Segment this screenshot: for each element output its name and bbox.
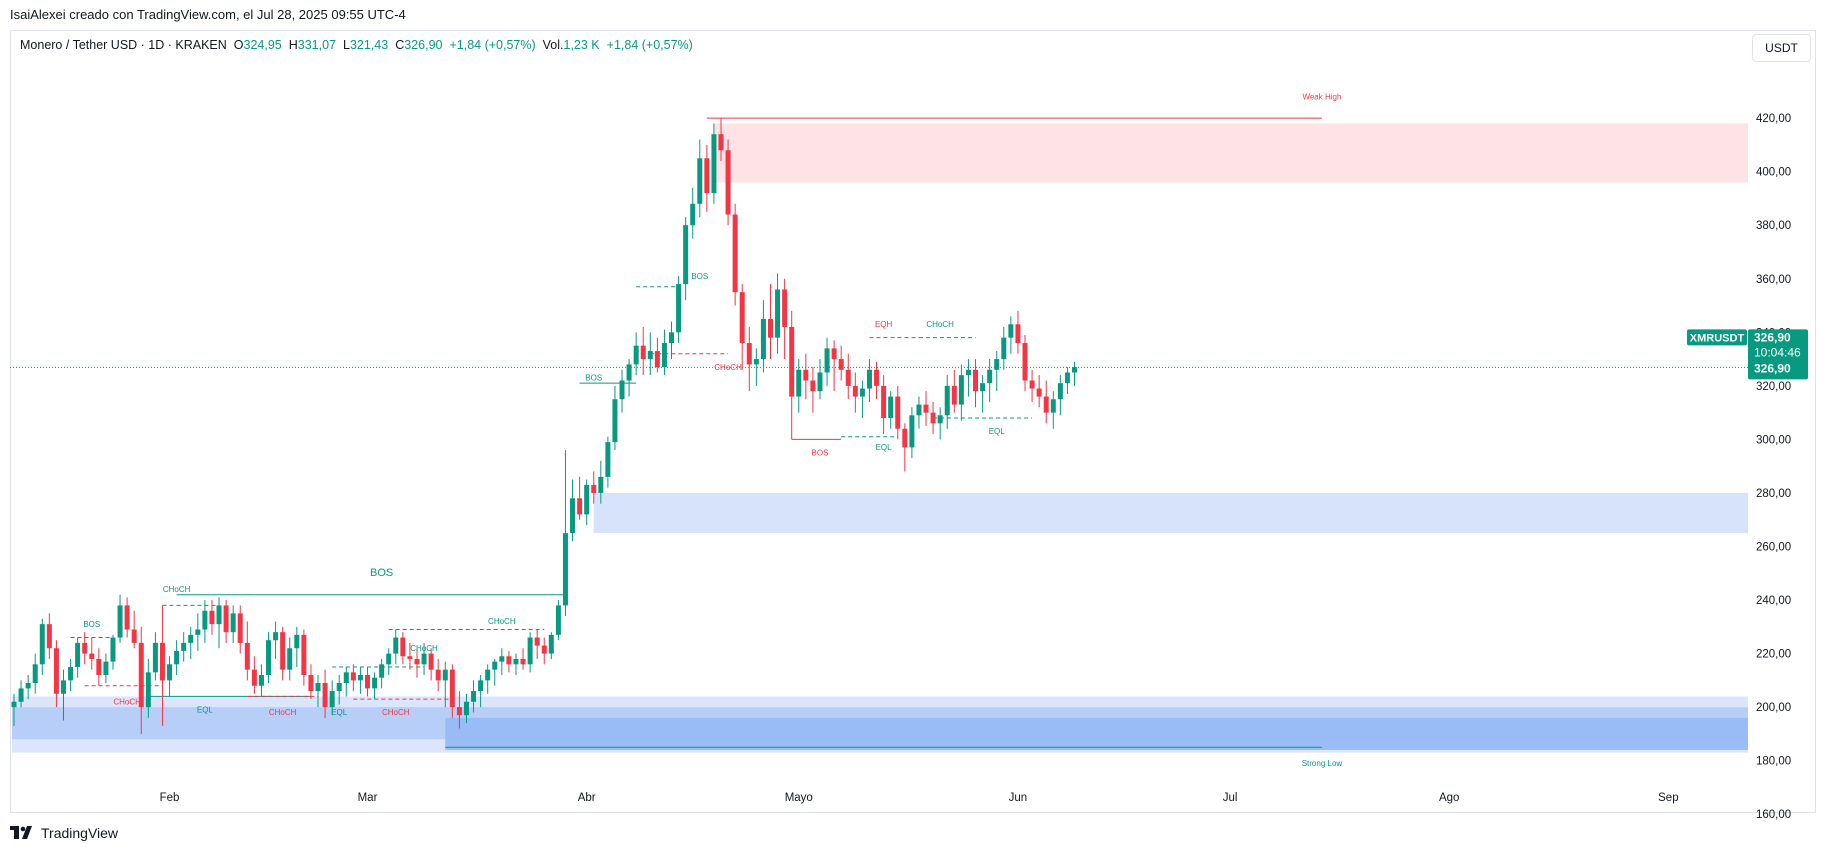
high-value: 331,07 [297,38,337,52]
brand-name: TradingView [41,825,119,841]
low-label: L [343,38,350,52]
symbol-title[interactable]: Monero / Tether USD · 1D · KRAKEN [20,38,227,52]
tradingview-brand[interactable]: TradingView [10,825,118,841]
open-label: O [233,38,244,52]
close-value: 326,90 [404,38,443,52]
tradingview-logo-icon [10,826,32,839]
low-value: 321,43 [349,38,389,52]
attribution-text: IsaiAlexei creado con TradingView.com, e… [10,7,406,22]
volume-value: 1,23 K [563,38,600,52]
volume-label: Vol. [542,38,564,52]
close-label: C [395,38,405,52]
high-label: H [288,38,298,52]
currency-button[interactable]: USDT [1752,34,1811,62]
volume-change: +1,84 (+0,57%) [606,38,693,52]
change-value: +1,84 (+0,57%) [449,38,536,52]
symbol-legend: Monero / Tether USD · 1D · KRAKEN O 324,9… [20,38,693,52]
open-value: 324,95 [243,38,282,52]
chart-frame [10,30,1816,813]
